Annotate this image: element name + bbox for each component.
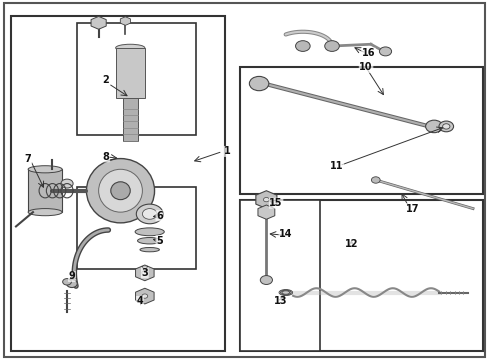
Ellipse shape — [86, 158, 154, 223]
Text: 7: 7 — [25, 154, 31, 163]
Bar — [11, 16, 224, 351]
Ellipse shape — [142, 294, 147, 298]
Ellipse shape — [260, 275, 272, 284]
Ellipse shape — [142, 208, 157, 219]
Text: 16: 16 — [361, 48, 374, 58]
Ellipse shape — [142, 271, 147, 275]
Ellipse shape — [111, 182, 130, 200]
Ellipse shape — [61, 179, 73, 188]
Text: 3: 3 — [141, 268, 148, 278]
Ellipse shape — [438, 121, 453, 132]
Ellipse shape — [116, 44, 144, 51]
Ellipse shape — [295, 41, 309, 51]
Ellipse shape — [66, 280, 77, 288]
Text: 1: 1 — [224, 147, 230, 157]
Ellipse shape — [425, 120, 442, 133]
Bar — [122, 98, 137, 141]
Bar — [28, 169, 62, 212]
Bar — [116, 48, 144, 98]
Ellipse shape — [136, 204, 163, 224]
Ellipse shape — [263, 198, 269, 202]
Text: 14: 14 — [279, 229, 292, 239]
Text: 2: 2 — [102, 75, 109, 85]
Bar — [239, 200, 319, 351]
Ellipse shape — [140, 248, 159, 252]
Ellipse shape — [28, 208, 62, 216]
Ellipse shape — [279, 289, 292, 296]
Text: 11: 11 — [329, 161, 343, 171]
Ellipse shape — [442, 124, 449, 129]
Text: 10: 10 — [359, 63, 372, 72]
Text: 15: 15 — [269, 198, 282, 208]
Text: 5: 5 — [156, 236, 163, 246]
Text: 4: 4 — [136, 296, 143, 306]
Text: 9: 9 — [68, 271, 75, 282]
Ellipse shape — [249, 76, 268, 91]
Bar — [77, 187, 196, 269]
Bar — [239, 67, 482, 194]
Text: 13: 13 — [274, 296, 287, 306]
Text: 8: 8 — [102, 152, 109, 162]
Ellipse shape — [62, 279, 71, 285]
Text: 17: 17 — [405, 203, 418, 213]
Ellipse shape — [135, 228, 164, 236]
Ellipse shape — [282, 291, 289, 294]
Ellipse shape — [371, 177, 379, 183]
Ellipse shape — [379, 47, 391, 56]
Text: 12: 12 — [344, 239, 358, 249]
Ellipse shape — [137, 238, 162, 244]
Bar — [239, 200, 482, 351]
Ellipse shape — [99, 169, 142, 212]
Ellipse shape — [28, 166, 62, 173]
Bar — [77, 23, 196, 135]
Ellipse shape — [324, 41, 339, 51]
Text: 6: 6 — [156, 211, 163, 221]
Ellipse shape — [280, 290, 290, 295]
